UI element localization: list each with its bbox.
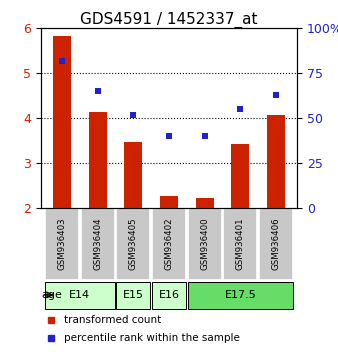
Text: GSM936405: GSM936405	[129, 218, 138, 270]
Bar	[116, 208, 150, 280]
Bar	[152, 282, 186, 309]
Text: E16: E16	[159, 290, 179, 300]
Text: GSM936403: GSM936403	[57, 218, 67, 270]
Bar	[45, 282, 115, 309]
Text: GSM936402: GSM936402	[165, 218, 173, 270]
Bar	[196, 198, 214, 208]
Bar	[80, 208, 115, 280]
Bar	[223, 208, 258, 280]
Text: age: age	[41, 290, 62, 300]
Bar	[160, 195, 178, 208]
Bar	[89, 112, 106, 208]
Point	[202, 133, 208, 139]
Point	[166, 133, 172, 139]
Text: transformed count: transformed count	[64, 315, 161, 325]
Point	[59, 58, 65, 63]
Bar	[188, 208, 222, 280]
Bar	[124, 142, 142, 208]
Text: GSM936404: GSM936404	[93, 218, 102, 270]
Text: E15: E15	[123, 290, 144, 300]
Bar	[267, 115, 285, 208]
Bar	[45, 208, 79, 280]
Bar	[116, 282, 150, 309]
Point	[95, 88, 100, 94]
Bar	[259, 208, 293, 280]
Text: percentile rank within the sample: percentile rank within the sample	[64, 333, 240, 343]
Bar	[152, 208, 186, 280]
Text: GSM936401: GSM936401	[236, 218, 245, 270]
Text: E14: E14	[69, 290, 90, 300]
Text: GSM936400: GSM936400	[200, 218, 209, 270]
Text: GSM936406: GSM936406	[271, 218, 281, 270]
Bar	[232, 144, 249, 208]
Point	[130, 112, 136, 118]
Bar	[188, 282, 293, 309]
Point	[273, 92, 279, 98]
Text: E17.5: E17.5	[224, 290, 256, 300]
Title: GDS4591 / 1452337_at: GDS4591 / 1452337_at	[80, 12, 258, 28]
Point	[238, 107, 243, 112]
Bar	[53, 36, 71, 208]
